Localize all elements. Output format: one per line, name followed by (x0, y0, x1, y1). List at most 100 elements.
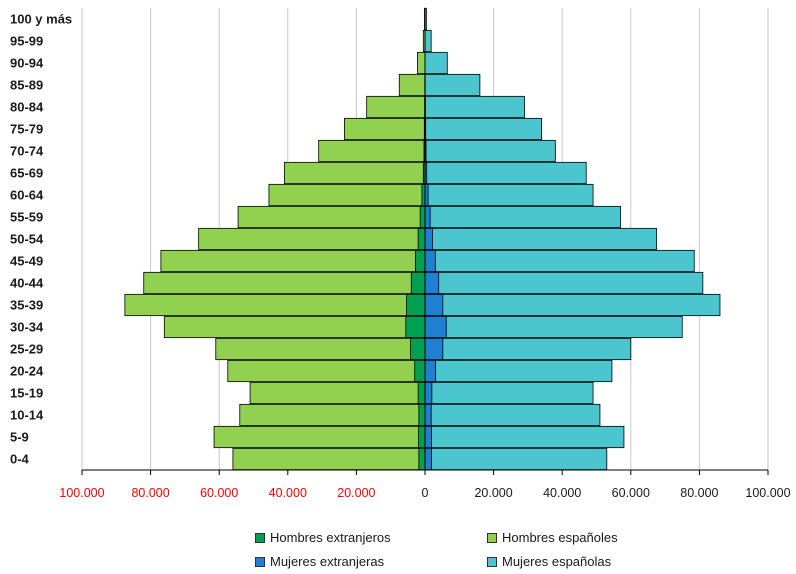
bar-mujeres-espanolas (424, 359, 613, 383)
age-group-label: 15-19 (10, 386, 43, 401)
legend-label-hombres-espanoles: Hombres españoles (502, 530, 618, 545)
x-tick-label: 100.000 (59, 486, 104, 500)
bar-mujeres-espanolas (424, 249, 695, 273)
legend-swatch-hombres-espanoles (487, 532, 497, 543)
legend-item-mujeres-extranjeras: Mujeres extranjeras (255, 554, 384, 569)
bar-mujeres-espanolas (424, 227, 657, 251)
bar-mujeres-extranjeras (424, 337, 444, 361)
bar-mujeres-espanolas (424, 183, 594, 207)
bar-hombres-espanoles (237, 205, 426, 229)
age-group-label: 25-29 (10, 342, 43, 357)
bar-hombres-extranjeros (418, 425, 426, 449)
bar-mujeres-espanolas (424, 315, 683, 339)
legend-swatch-mujeres-espanolas (487, 556, 497, 567)
age-group-label: 95-99 (10, 34, 43, 49)
age-group-label: 100 y más (10, 12, 72, 27)
age-group-label: 0-4 (10, 452, 30, 467)
chart-plot-area: 0-4 5-9 10-14 15-19 20-24 25-29 30-34 35-39 40-4… (10, 7, 791, 500)
bar-mujeres-espanolas (424, 381, 594, 405)
x-tick-label: 80.000 (131, 486, 169, 500)
legend-swatch-mujeres-extranjeras (255, 556, 265, 567)
bar-hombres-extranjeros (414, 359, 426, 383)
bar-mujeres-extranjeras (424, 381, 433, 405)
bar-hombres-extranjeros (406, 293, 426, 317)
bar-mujeres-espanolas (424, 271, 704, 295)
x-tick-label: 100.000 (745, 486, 790, 500)
bar-mujeres-extranjeras (424, 403, 432, 427)
bar-hombres-espanoles (283, 161, 426, 185)
bar-hombres-espanoles (215, 337, 426, 361)
bar-mujeres-espanolas (424, 293, 721, 317)
age-group-label: 70-74 (10, 144, 44, 159)
x-tick-label: 80.000 (680, 486, 718, 500)
bar-hombres-espanoles (417, 51, 426, 75)
bar-hombres-extranjeros (418, 403, 426, 427)
bar-hombres-espanoles (268, 183, 426, 207)
bar-hombres-extranjeros (410, 337, 426, 361)
legend-item-hombres-extranjeros: Hombres extranjeros (255, 530, 391, 545)
bar-hombres-espanoles (163, 315, 426, 339)
bar-mujeres-espanolas (424, 425, 625, 449)
age-group-label: 30-34 (10, 320, 44, 335)
bar-hombres-espanoles (160, 249, 426, 273)
age-group-label: 85-89 (10, 78, 43, 93)
age-group-label: 60-64 (10, 188, 44, 203)
bar-mujeres-espanolas (424, 51, 448, 75)
age-group-label: 10-14 (10, 408, 44, 423)
bar-hombres-espanoles (249, 381, 426, 405)
age-group-label: 80-84 (10, 100, 44, 115)
bar-hombres-espanoles (143, 271, 426, 295)
age-group-label: 35-39 (10, 298, 43, 313)
bar-hombres-espanoles (227, 359, 426, 383)
age-group-label: 50-54 (10, 232, 44, 247)
age-group-label: 40-44 (10, 276, 44, 291)
bar-mujeres-extranjeras (424, 249, 436, 273)
bar-mujeres-espanolas (424, 73, 481, 97)
bar-mujeres-espanolas (424, 403, 601, 427)
bar-hombres-extranjeros (417, 381, 426, 405)
legend-label-hombres-extranjeros: Hombres extranjeros (270, 530, 391, 545)
bar-hombres-espanoles (366, 95, 426, 119)
bar-mujeres-espanolas (424, 139, 556, 163)
bar-mujeres-extranjeras (424, 271, 440, 295)
bar-hombres-espanoles (239, 403, 426, 427)
bar-mujeres-espanolas (424, 29, 432, 53)
bar-hombres-extranjeros (410, 271, 426, 295)
age-group-label: 55-59 (10, 210, 43, 225)
bar-mujeres-extranjeras (424, 227, 433, 251)
x-tick-label: 20.000 (474, 486, 512, 500)
bar-mujeres-extranjeras (424, 205, 431, 229)
bar-mujeres-espanolas (424, 161, 587, 185)
bar-mujeres-extranjeras (424, 359, 437, 383)
x-tick-label: 20.000 (337, 486, 375, 500)
legend-item-hombres-espanoles: Hombres españoles (487, 530, 618, 545)
bar-hombres-extranjeros (418, 447, 426, 471)
bar-mujeres-espanolas (424, 117, 543, 141)
bar-hombres-espanoles (318, 139, 426, 163)
bar-hombres-extranjeros (417, 227, 426, 251)
bar-hombres-extranjeros (419, 205, 426, 229)
x-tick-label: 60.000 (612, 486, 650, 500)
age-group-label: 45-49 (10, 254, 43, 269)
x-tick-label: 40.000 (269, 486, 307, 500)
bar-hombres-espanoles (124, 293, 426, 317)
bar-hombres-espanoles (343, 117, 426, 141)
age-group-label: 20-24 (10, 364, 44, 379)
x-tick-label: 60.000 (200, 486, 238, 500)
age-group-label: 75-79 (10, 122, 43, 137)
bar-mujeres-espanolas (424, 95, 525, 119)
age-group-label: 65-69 (10, 166, 43, 181)
chart-legend: Hombres extranjeros Hombres españoles Mu… (255, 530, 675, 572)
bar-mujeres-extranjeras (424, 447, 432, 471)
bar-mujeres-extranjeras (424, 293, 444, 317)
legend-swatch-hombres-extranjeros (255, 532, 265, 543)
legend-label-mujeres-extranjeras: Mujeres extranjeras (270, 554, 385, 569)
bar-hombres-extranjeros (414, 249, 426, 273)
bar-mujeres-espanolas (424, 205, 621, 229)
bar-mujeres-espanolas (424, 337, 632, 361)
x-tick-label: 0 (422, 486, 429, 500)
legend-label-mujeres-espanolas: Mujeres españolas (502, 554, 612, 569)
bar-hombres-extranjeros (405, 315, 426, 339)
age-group-label: 5-9 (10, 430, 29, 445)
